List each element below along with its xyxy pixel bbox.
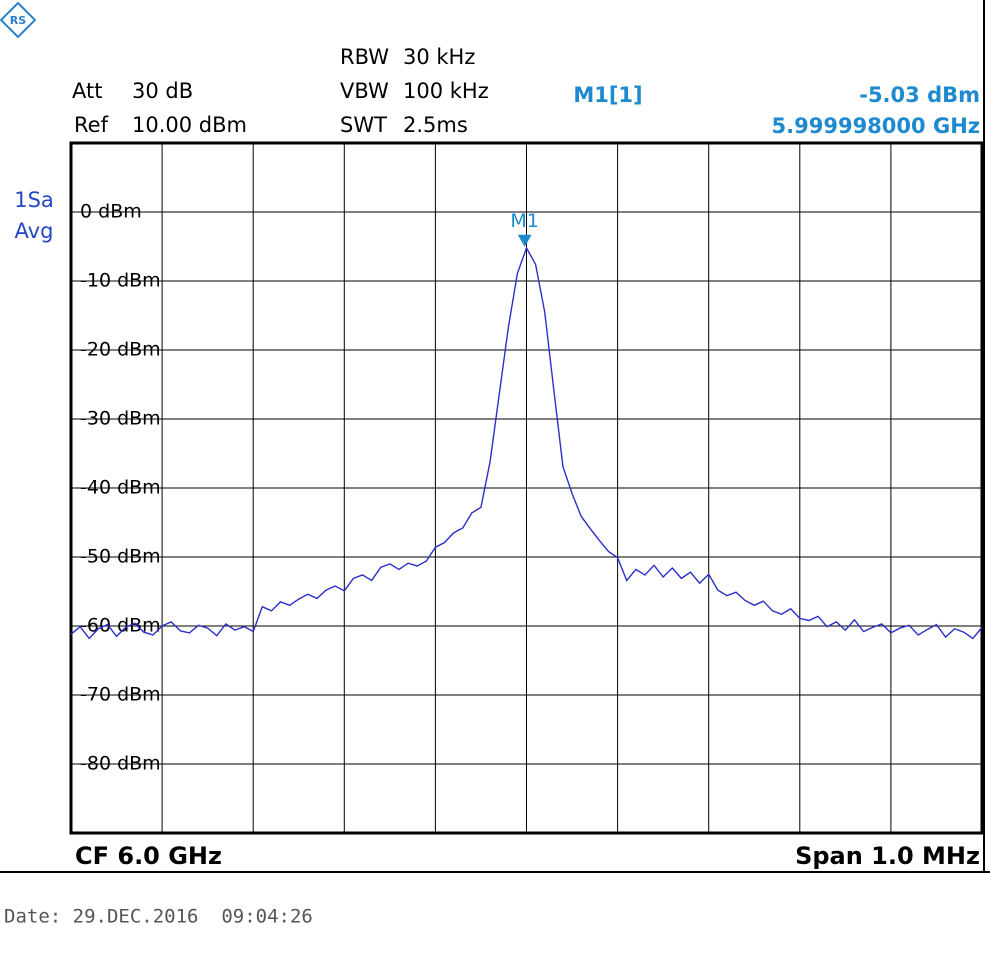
- marker-readout-name: M1[1]: [573, 83, 642, 107]
- y-tick-label: -30 dBm: [80, 408, 161, 430]
- setting-name: Att: [72, 79, 102, 103]
- y-tick-label: -70 dBm: [80, 684, 161, 706]
- marker-label: M1: [510, 210, 538, 232]
- trace: [70, 246, 983, 640]
- plot-frame: [69, 141, 984, 835]
- y-tick-label: -10 dBm: [80, 270, 161, 292]
- marker-readout-frequency: 5.999998000 GHz: [772, 114, 980, 138]
- span: Span 1.0 MHz: [795, 842, 980, 870]
- setting-value: 10.00 dBm: [132, 113, 247, 137]
- y-tick-label: -60 dBm: [80, 615, 161, 637]
- trace-mode: 1Sa: [14, 188, 54, 212]
- y-tick-label: -40 dBm: [80, 477, 161, 499]
- date: Date: 29.DEC.2016 09:04:26: [4, 906, 313, 928]
- trace-mode: Avg: [15, 219, 54, 243]
- y-tick-label: -80 dBm: [80, 753, 161, 775]
- center-frequency: CF 6.0 GHz: [75, 842, 222, 870]
- svg-text:RS: RS: [10, 14, 26, 27]
- setting-value: 2.5ms: [403, 113, 468, 137]
- setting-name: Ref: [74, 113, 109, 137]
- setting-name: VBW: [340, 79, 389, 103]
- setting-name: SWT: [340, 113, 387, 137]
- y-tick-label: -50 dBm: [80, 546, 161, 568]
- y-tick-label: 0 dBm: [80, 201, 142, 223]
- setting-value: 30 dB: [132, 79, 193, 103]
- setting-value: 30 kHz: [403, 45, 475, 69]
- plot-area: 0 dBm -10 dBm -20 dBm -30 dBm -40 dBm -50 dBm…: [69, 141, 984, 835]
- setting-name: RBW: [340, 45, 389, 69]
- y-tick-label: -20 dBm: [80, 339, 161, 361]
- logo: RS: [0, 1, 37, 39]
- setting-value: 100 kHz: [403, 79, 489, 103]
- marker: [517, 234, 532, 247]
- marker-readout-level: -5.03 dBm: [859, 83, 980, 107]
